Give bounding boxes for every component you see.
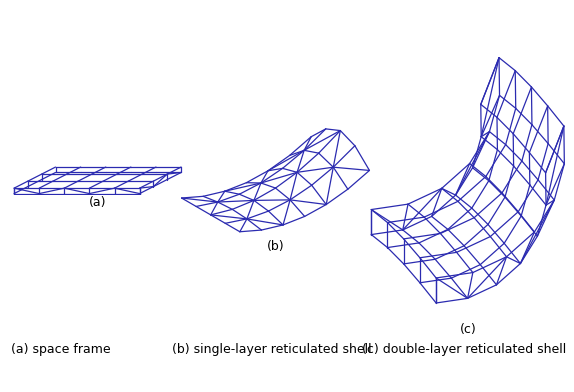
Text: (b): (b) [267, 240, 284, 253]
Text: (c): (c) [459, 323, 476, 336]
Text: (c) double-layer reticulated shell: (c) double-layer reticulated shell [362, 343, 566, 356]
Text: (a) space frame: (a) space frame [11, 343, 111, 356]
Text: (b) single-layer reticulated shell: (b) single-layer reticulated shell [172, 343, 372, 356]
Text: (a): (a) [89, 196, 106, 209]
